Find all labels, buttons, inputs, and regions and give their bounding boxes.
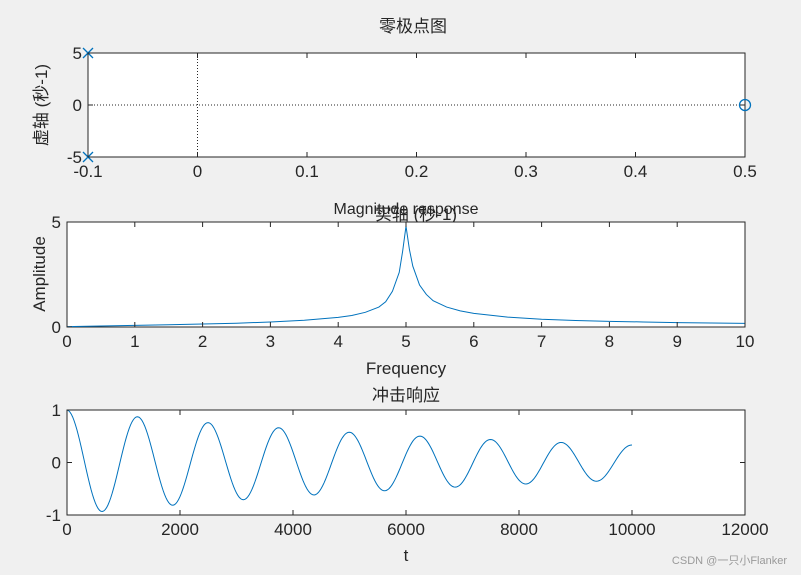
imp-xtick-label: 4000 (274, 520, 312, 539)
pz-xtick-label: -0.1 (73, 162, 102, 181)
mag-xtick-label: 9 (672, 332, 681, 351)
mag-title: Magnitude response (334, 201, 479, 218)
imp-ytick-label: -1 (46, 506, 61, 525)
imp-chart: 冲击响应 0 2000 4000 6000 8000 10000 12000 -101 t (46, 386, 769, 565)
pz-ytick-label: 0 (73, 96, 82, 115)
imp-xticks: 0 2000 4000 6000 8000 10000 12000 (62, 410, 769, 539)
imp-xtick-label: 6000 (387, 520, 425, 539)
pz-title: 零极点图 (379, 17, 447, 37)
mag-yticks: 05 (52, 213, 745, 337)
mag-xtick-label: 6 (469, 332, 478, 351)
pz-ytick-label: 5 (73, 44, 82, 63)
zero-marker (738, 98, 752, 112)
mag-xtick-label: 3 (266, 332, 275, 351)
pz-chart: 零极点图 -0.1 0 0.1 0.2 0.3 0.4 0.5 -505 实轴 (秒-1) … (32, 17, 757, 224)
imp-xtick-label: 2000 (161, 520, 199, 539)
pz-yticks: -5 0 5 (67, 44, 745, 167)
imp-ytick-label: 0 (52, 454, 61, 473)
imp-yticks: -1 0 1 (46, 401, 745, 525)
mag-xtick-label: 7 (537, 332, 546, 351)
pz-ylabel: 虚轴 (秒-1) (32, 64, 51, 146)
imp-xlabel: t (404, 546, 409, 565)
mag-xticks: 0 1 2 3 4 5 6 7 8 9 10 (62, 222, 754, 351)
imp-series-line (66, 409, 633, 513)
imp-title: 冲击响应 (372, 386, 440, 406)
pz-refs (88, 53, 745, 157)
mag-xtick-label: 10 (736, 332, 755, 351)
mag-ylabel: Amplitude (30, 236, 49, 312)
pz-ytick-label: -5 (67, 148, 82, 167)
pz-xtick-label: 0.4 (624, 162, 648, 181)
mag-xtick-label: 1 (130, 332, 139, 351)
pz-xtick-label: 0.1 (295, 162, 319, 181)
mag-plot-area (66, 221, 746, 328)
watermark: CSDN @一只小Flanker (672, 554, 787, 567)
imp-plot-area (66, 409, 746, 516)
mag-xtick-label: 4 (333, 332, 342, 351)
mag-xtick-label: 5 (401, 332, 410, 351)
pz-xtick-label: 0 (193, 162, 202, 181)
mag-ytick-label: 5 (52, 213, 61, 232)
pz-xtick-label: 0.5 (733, 162, 757, 181)
imp-xtick-label: 0 (62, 520, 71, 539)
mag-chart: 0 1 2 3 4 5 6 7 8 9 10 05 Magnitude response Frequ… (30, 201, 754, 378)
mag-xlabel: Frequency (366, 359, 447, 378)
pz-xlabel: 实轴 (秒-1) (375, 205, 457, 224)
imp-xtick-label: 8000 (500, 520, 538, 539)
imp-xtick-label: 10000 (608, 520, 655, 539)
mag-xtick-label: 0 (62, 332, 71, 351)
imp-ytick-label: 1 (52, 401, 61, 420)
mag-xtick-label: 2 (198, 332, 207, 351)
pz-xtick-label: 0.2 (405, 162, 429, 181)
imp-xtick-label: 12000 (721, 520, 768, 539)
pz-xticks: -0.1 0 0.1 0.2 0.3 0.4 0.5 (73, 53, 757, 181)
mag-xtick-label: 8 (605, 332, 614, 351)
mag-ytick-label: 0 (52, 318, 61, 337)
pz-xtick-label: 0.3 (514, 162, 538, 181)
